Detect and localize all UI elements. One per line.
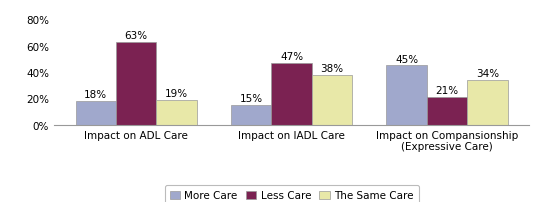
Bar [231,105,272,125]
Text: 34%: 34% [476,69,499,79]
Bar [312,75,352,125]
Text: 47%: 47% [280,52,303,62]
Bar [157,100,197,125]
Text: 15%: 15% [240,94,263,104]
Text: 45%: 45% [395,54,418,64]
Bar [387,66,427,125]
Text: 63%: 63% [125,31,148,41]
Legend: More Care, Less Care, The Same Care: More Care, Less Care, The Same Care [165,185,418,202]
Bar [116,42,157,125]
Text: 21%: 21% [435,86,458,96]
Text: 19%: 19% [165,88,188,98]
Bar [272,63,312,125]
Bar [467,81,508,125]
Bar [76,102,116,125]
Text: 18%: 18% [84,90,107,100]
Bar [427,98,467,125]
Text: 38%: 38% [320,63,343,73]
